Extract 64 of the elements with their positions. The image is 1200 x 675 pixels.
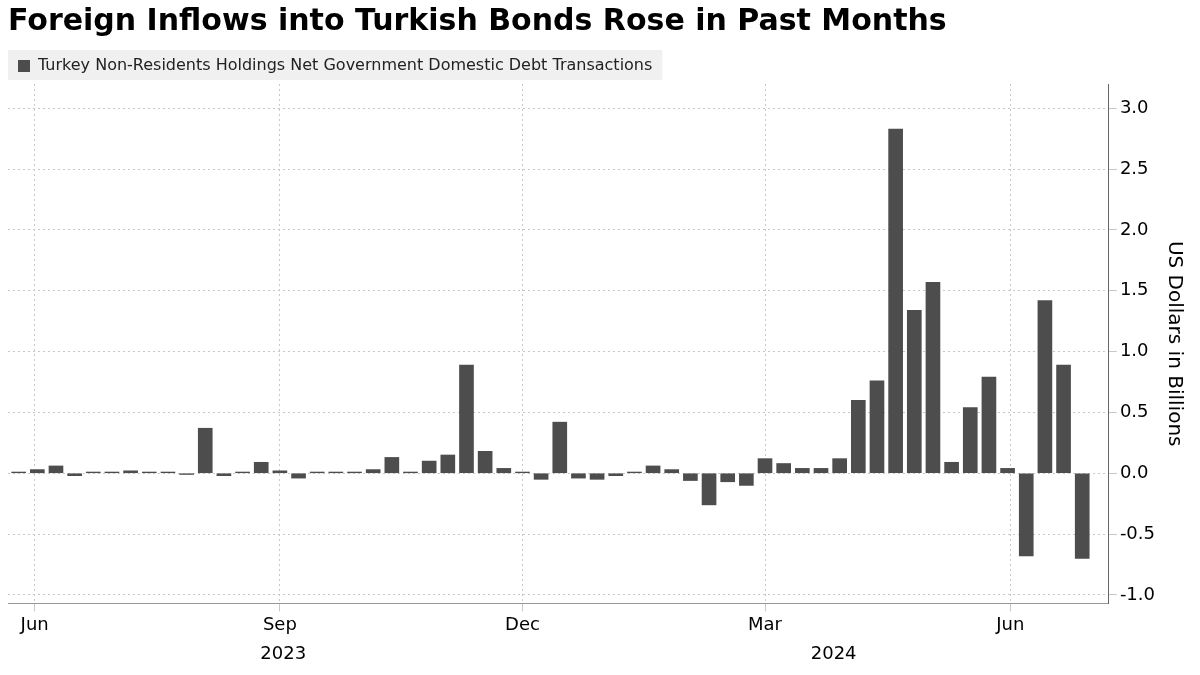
bar bbox=[981, 376, 997, 474]
y-tick-label: 2.5 bbox=[1119, 156, 1149, 178]
text: 2024 bbox=[810, 642, 857, 664]
bar bbox=[962, 407, 978, 474]
bar bbox=[869, 380, 885, 474]
bar bbox=[48, 465, 64, 474]
x-tick-label: Sep bbox=[262, 612, 297, 634]
bar bbox=[850, 399, 866, 474]
y-tick-label: -0.5 bbox=[1119, 521, 1155, 543]
y-axis-title: US Dollars in Billions bbox=[1163, 240, 1188, 447]
bar bbox=[664, 469, 680, 474]
bar bbox=[571, 473, 586, 479]
x-tick-label: Jun bbox=[19, 612, 49, 634]
bar bbox=[384, 457, 400, 474]
bar bbox=[813, 468, 829, 474]
bar bbox=[795, 468, 810, 474]
bar bbox=[440, 454, 456, 474]
y-tick-label: 0.0 bbox=[1119, 460, 1149, 482]
bar bbox=[496, 468, 512, 474]
bar bbox=[832, 458, 847, 474]
chart-title: Foreign Inflows into Turkish Bonds Rose in Past Months bbox=[8, 1, 947, 37]
bar bbox=[253, 461, 269, 474]
bar bbox=[888, 128, 903, 474]
x-tick-label: Mar bbox=[748, 612, 783, 634]
bar bbox=[757, 458, 773, 474]
bar bbox=[776, 463, 792, 474]
bar bbox=[533, 473, 549, 480]
bar bbox=[123, 470, 138, 474]
bar bbox=[67, 473, 82, 477]
bar bbox=[216, 473, 232, 477]
bar bbox=[1018, 473, 1034, 557]
text: 2023 bbox=[260, 642, 307, 664]
bar bbox=[1037, 300, 1053, 474]
x-tick-label: Jun bbox=[995, 612, 1025, 634]
bar bbox=[720, 473, 736, 483]
bar bbox=[272, 470, 288, 474]
bar bbox=[589, 473, 605, 480]
x-tick-label: Dec bbox=[505, 612, 540, 634]
bar bbox=[477, 451, 493, 474]
bar bbox=[944, 461, 959, 474]
bar bbox=[365, 469, 381, 474]
y-tick-label: 1.0 bbox=[1119, 339, 1149, 361]
bar bbox=[552, 421, 568, 474]
y-tick-label: 2.0 bbox=[1119, 217, 1149, 239]
bar bbox=[1000, 468, 1015, 474]
bar bbox=[459, 364, 474, 474]
bar bbox=[683, 473, 698, 481]
legend-label: Turkey Non-Residents Holdings Net Government Domestic Debt Transactions bbox=[37, 55, 653, 75]
bar bbox=[291, 473, 306, 479]
bar bbox=[701, 473, 717, 506]
bar bbox=[197, 427, 213, 474]
bar bbox=[29, 469, 45, 474]
y-tick-label: 3.0 bbox=[1119, 96, 1149, 117]
bar bbox=[1056, 364, 1071, 474]
bar bbox=[645, 465, 661, 474]
y-tick-label: 0.5 bbox=[1119, 400, 1149, 422]
bar bbox=[739, 473, 754, 486]
y-tick-label: 1.5 bbox=[1119, 278, 1149, 300]
y-tick-label: -1.0 bbox=[1119, 582, 1155, 604]
bar bbox=[608, 473, 624, 477]
bar bbox=[925, 281, 941, 474]
bar bbox=[1074, 473, 1090, 559]
bar bbox=[421, 460, 437, 474]
bar bbox=[906, 309, 922, 474]
